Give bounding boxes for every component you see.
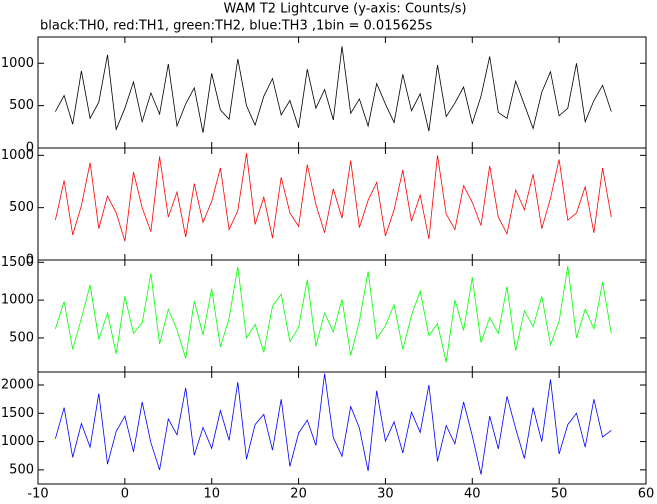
x-tick-label: 10 (203, 487, 220, 502)
y-tick-label: 1500 (1, 255, 34, 270)
series-line (55, 266, 612, 363)
x-tick-label: 20 (290, 487, 307, 502)
series-line (55, 46, 612, 133)
y-tick-label: 500 (9, 462, 34, 477)
x-tick-label: 40 (464, 487, 481, 502)
y-tick-label: 1500 (1, 406, 34, 421)
x-tick-label: 0 (121, 487, 129, 502)
series-line (55, 153, 612, 242)
y-tick-label: 1000 (1, 293, 34, 308)
y-tick-label: 1000 (1, 434, 34, 449)
y-tick-label: 0 (26, 253, 34, 268)
x-tick-label: 30 (377, 487, 394, 502)
x-tick-label: 50 (551, 487, 568, 502)
y-tick-label: 1000 (1, 56, 34, 71)
y-tick-label: 500 (9, 98, 34, 113)
x-tick-label: 60 (638, 487, 655, 502)
y-tick-label: 500 (9, 330, 34, 345)
x-tick-label: -10 (27, 487, 48, 502)
y-tick-label: 1000 (1, 148, 34, 163)
panel-frame (37, 371, 647, 485)
chart-subtitle: black:TH0, red:TH1, green:TH2, blue:TH3 … (40, 19, 433, 34)
y-tick-label: 500 (9, 200, 34, 215)
chart-title: WAM T2 Lightcurve (y-axis: Counts/s) (223, 2, 466, 17)
y-tick-label: 2000 (1, 378, 34, 393)
y-tick-label: 0 (26, 141, 34, 156)
series-line (55, 373, 612, 475)
